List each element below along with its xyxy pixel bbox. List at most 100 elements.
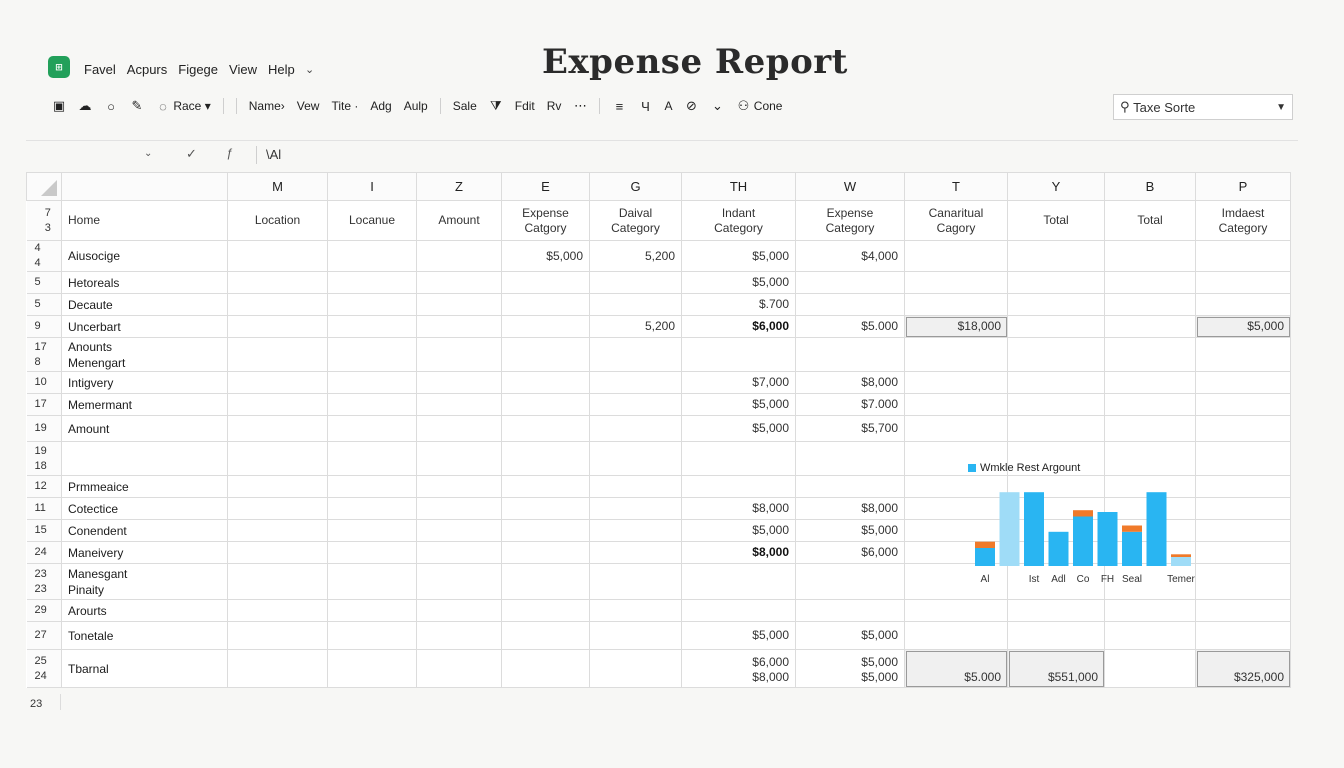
cell[interactable]	[327, 599, 417, 622]
chevron-down-icon[interactable]: ⌄	[712, 98, 723, 113]
cell[interactable]	[1195, 371, 1291, 394]
cell[interactable]	[227, 541, 328, 564]
header-cell[interactable]: Canaritual Cagory	[904, 200, 1008, 241]
row-number[interactable]: 15	[26, 519, 62, 542]
cell[interactable]: $6,000	[795, 541, 905, 564]
cell[interactable]	[1007, 441, 1105, 476]
cell[interactable]	[1007, 315, 1105, 338]
cell[interactable]	[1104, 441, 1196, 476]
row-label-cell[interactable]: Hetoreals	[61, 271, 228, 294]
toolbar-item-title[interactable]: Tite ·	[331, 99, 359, 113]
cell[interactable]	[1104, 337, 1196, 372]
cell[interactable]	[681, 337, 796, 372]
row-number[interactable]: 11	[26, 497, 62, 520]
cell[interactable]	[416, 415, 502, 442]
chart-bar-segment[interactable]	[1171, 554, 1191, 557]
row-label-cell[interactable]: Tonetale	[61, 621, 228, 650]
column-letter[interactable]: T	[904, 172, 1008, 201]
cell[interactable]	[501, 337, 590, 372]
row-label-cell[interactable]: Amount	[61, 415, 228, 442]
cell[interactable]	[1007, 240, 1105, 272]
cell[interactable]: $6,000 $8,000	[681, 649, 796, 688]
cell[interactable]	[416, 441, 502, 476]
cell[interactable]	[416, 541, 502, 564]
cell[interactable]: $8,000	[681, 497, 796, 520]
menu-item-help[interactable]: Help	[267, 62, 295, 77]
cell[interactable]	[416, 599, 502, 622]
cell[interactable]	[501, 649, 590, 688]
name-box-chevron-icon[interactable]: ⌄	[144, 148, 153, 159]
cell[interactable]	[904, 337, 1008, 372]
cell[interactable]	[1195, 393, 1291, 416]
formula-input[interactable]: \Al	[266, 147, 282, 162]
cell[interactable]: $5,000	[795, 621, 905, 650]
cell[interactable]	[327, 563, 417, 600]
cell[interactable]	[1104, 649, 1196, 688]
cell[interactable]	[227, 271, 328, 294]
header-cell[interactable]: Expense Catgory	[501, 200, 590, 241]
column-letter[interactable]: M	[227, 172, 328, 201]
cell[interactable]	[501, 371, 590, 394]
cell[interactable]	[1195, 293, 1291, 316]
row-label-cell[interactable]: Memermant	[61, 393, 228, 416]
cell[interactable]	[681, 441, 796, 476]
chart-bar-segment[interactable]	[975, 541, 995, 548]
cell[interactable]: 5,200	[589, 315, 682, 338]
row-label-cell[interactable]: Intigvery	[61, 371, 228, 394]
cell[interactable]	[589, 415, 682, 442]
cell[interactable]: $5,000	[681, 271, 796, 294]
cell[interactable]	[227, 621, 328, 650]
chart-bar[interactable]	[1097, 512, 1118, 566]
cell[interactable]	[227, 337, 328, 372]
cell[interactable]	[589, 519, 682, 542]
cell[interactable]	[501, 519, 590, 542]
cell[interactable]	[589, 441, 682, 476]
cell[interactable]	[416, 497, 502, 520]
cell[interactable]	[1195, 599, 1291, 622]
row-label-cell[interactable]: Aiusocige	[61, 240, 228, 272]
cell[interactable]	[1007, 621, 1105, 650]
cell[interactable]	[327, 497, 417, 520]
underline-icon[interactable]: Ч	[641, 98, 650, 114]
cell[interactable]	[501, 563, 590, 600]
cell[interactable]	[589, 599, 682, 622]
cell[interactable]	[1007, 599, 1105, 622]
row-label-cell[interactable]: Conendent	[61, 519, 228, 542]
cell[interactable]	[416, 563, 502, 600]
chart-bar[interactable]	[1024, 492, 1044, 566]
cell[interactable]	[589, 271, 682, 294]
cell[interactable]	[1104, 271, 1196, 294]
cell[interactable]	[227, 649, 328, 688]
chart-bar-segment[interactable]	[1122, 525, 1142, 532]
cell[interactable]: $5,000	[681, 621, 796, 650]
cell[interactable]	[1007, 271, 1105, 294]
menu-item-file[interactable]: Favel	[84, 62, 116, 77]
cell[interactable]	[416, 315, 502, 338]
cell[interactable]	[1195, 271, 1291, 294]
column-letter[interactable]: Y	[1007, 172, 1105, 201]
cell[interactable]	[327, 371, 417, 394]
grid-view-icon[interactable]: ▣	[52, 98, 66, 113]
header-cell[interactable]: Total	[1007, 200, 1105, 241]
font-dropdown[interactable]: ◌ Race ▾	[156, 99, 211, 114]
row-label-cell[interactable]	[61, 441, 228, 476]
column-letter[interactable]: P	[1195, 172, 1291, 201]
cell[interactable]: $8,000	[795, 497, 905, 520]
column-letter[interactable]: W	[795, 172, 905, 201]
header-cell[interactable]: Expense Category	[795, 200, 905, 241]
cell[interactable]	[227, 441, 328, 476]
chart-bar[interactable]	[999, 492, 1020, 566]
cell[interactable]: $5,000	[681, 519, 796, 542]
column-letter[interactable]: E	[501, 172, 590, 201]
cell[interactable]	[1195, 337, 1291, 372]
menu-item-format[interactable]: Figege	[178, 62, 219, 77]
cell[interactable]	[227, 497, 328, 520]
cell[interactable]	[227, 415, 328, 442]
cell[interactable]	[501, 599, 590, 622]
cell[interactable]	[795, 271, 905, 294]
row-number[interactable]: 5	[26, 293, 62, 316]
cell[interactable]: $551,000	[1007, 649, 1105, 688]
chart-bar[interactable]	[1048, 531, 1069, 566]
row-number[interactable]: 9	[26, 315, 62, 338]
row-label-cell[interactable]: Uncerbart	[61, 315, 228, 338]
